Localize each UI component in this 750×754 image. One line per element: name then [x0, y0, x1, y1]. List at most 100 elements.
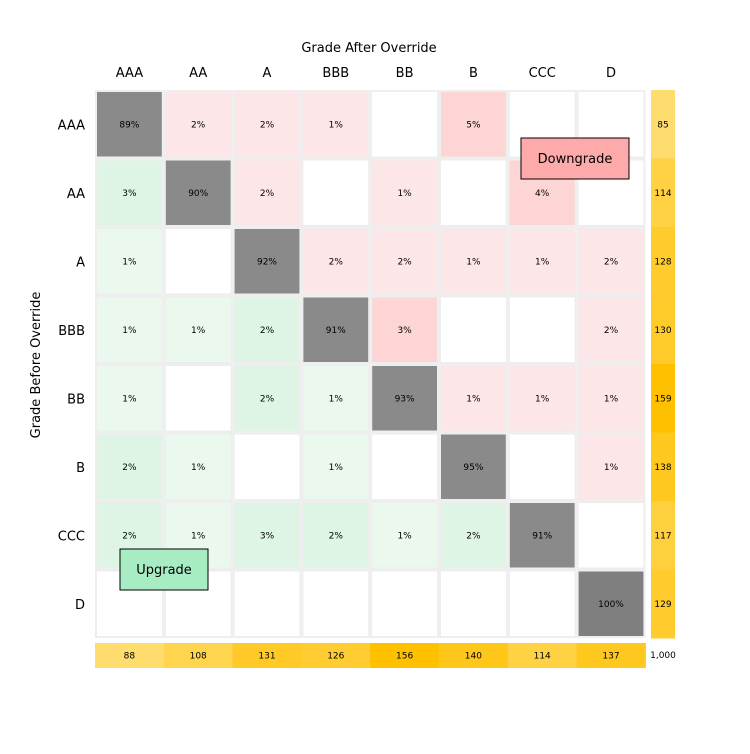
row-total-label: 128 — [654, 257, 671, 267]
cell-aaa-bb — [372, 92, 437, 157]
col-label-d: D — [606, 66, 616, 81]
col-total-label: 126 — [327, 652, 344, 662]
row-label-ccc: CCC — [58, 529, 85, 544]
cell-bbb-aaa — [97, 297, 162, 362]
col-label-a: A — [263, 66, 272, 81]
col-total-bar — [439, 643, 509, 668]
downgrade-legend-box — [520, 137, 630, 180]
cell-bbb-aa — [165, 297, 231, 362]
cell-value: 2% — [329, 257, 344, 267]
col-label-bb: BB — [396, 66, 414, 81]
row-total-bar — [651, 295, 675, 365]
cell-bbb-ccc — [509, 297, 575, 362]
cell-value: 3% — [122, 189, 137, 199]
cell-b-bb — [372, 434, 437, 499]
col-total-label: 114 — [534, 652, 551, 662]
cell-aa-bb — [372, 160, 437, 225]
row-total-label: 138 — [654, 463, 671, 473]
row-total-label: 130 — [654, 326, 671, 336]
cell-value: 2% — [260, 326, 275, 336]
row-total-label: 159 — [654, 394, 671, 404]
cell-value: 1% — [535, 257, 550, 267]
cell-d-b — [441, 571, 506, 636]
cell-value: 1% — [122, 326, 137, 336]
row-label-aaa: AAA — [58, 118, 86, 133]
cell-a-ccc — [509, 229, 575, 294]
cell-value: 2% — [191, 120, 206, 130]
row-label-bb: BB — [67, 392, 85, 407]
cell-b-aa — [165, 434, 231, 499]
cell-a-b — [441, 229, 506, 294]
col-total-bar — [163, 643, 234, 668]
col-label-aa: AA — [189, 66, 207, 81]
cell-value: 1% — [122, 394, 137, 404]
cell-ccc-a — [234, 503, 300, 568]
cell-bb-bb — [372, 366, 437, 431]
row-total-label: 129 — [654, 600, 671, 610]
cell-aaa-bbb — [303, 92, 369, 157]
cell-value: 2% — [260, 189, 275, 199]
cell-value: 2% — [466, 531, 481, 541]
cell-bb-d — [578, 366, 644, 431]
cell-value: 2% — [604, 326, 619, 336]
downgrade-legend-label: Downgrade — [538, 152, 613, 167]
col-total-bar — [301, 643, 371, 668]
cell-value: 2% — [397, 257, 412, 267]
cell-value: 93% — [395, 394, 415, 404]
cell-aaa-aa — [165, 92, 231, 157]
cell-value: 1% — [329, 120, 344, 130]
cell-bbb-bb — [372, 297, 437, 362]
cell-value: 1% — [329, 463, 344, 473]
cell-value: 4% — [535, 189, 550, 199]
cell-value: 1% — [604, 394, 619, 404]
legend-upgrade: Upgrade — [119, 548, 209, 591]
cell-bbb-b — [441, 297, 506, 362]
row-total-bar — [651, 501, 675, 570]
row-total-bar — [651, 569, 675, 639]
cell-value: 1% — [604, 463, 619, 473]
row-total-bar — [651, 432, 675, 502]
cell-bbb-a — [234, 297, 300, 362]
col-total-label: 131 — [258, 652, 275, 662]
row-total-bar — [651, 364, 675, 433]
col-total-bar — [576, 643, 646, 668]
cell-value: 2% — [329, 531, 344, 541]
cell-aa-aa — [165, 160, 231, 225]
col-total-label: 137 — [602, 652, 619, 662]
cell-value: 1% — [329, 394, 344, 404]
cell-value: 3% — [260, 531, 275, 541]
grand-total: 1,000 — [650, 651, 676, 661]
y-axis-label: Grade Before Override — [29, 292, 44, 439]
cell-bb-aaa — [97, 366, 162, 431]
cell-value: 1% — [191, 463, 206, 473]
cell-aaa-a — [234, 92, 300, 157]
cell-a-bb — [372, 229, 437, 294]
col-total-bar — [232, 643, 302, 668]
cell-bb-b — [441, 366, 506, 431]
row-total-bar — [651, 90, 675, 159]
row-total-bar — [651, 227, 675, 296]
cell-bbb-bbb — [303, 297, 369, 362]
row-total-label: 85 — [657, 120, 668, 130]
cell-bb-aa — [165, 366, 231, 431]
cell-ccc-b — [441, 503, 506, 568]
row-label-b: B — [76, 461, 85, 476]
upgrade-legend-label: Upgrade — [136, 563, 192, 578]
cell-value: 5% — [466, 120, 481, 130]
row-label-a: A — [76, 255, 85, 270]
col-total-label: 140 — [465, 652, 482, 662]
row-label-aa: AA — [67, 187, 85, 202]
column-totals: 88 108 131 126 156 140 114 137 — [95, 643, 646, 668]
col-total-bar — [95, 643, 165, 668]
cell-b-d — [578, 434, 644, 499]
heatmap-cells: 89% 2% 2% 1% 5% 3% 90% 2% 1% 4% 1% 92% 2% 2% 1% 1% 2% 1% 1… — [95, 90, 646, 638]
legend-downgrade: Downgrade — [520, 137, 630, 180]
cell-ccc-bbb — [303, 503, 369, 568]
cell-value: 1% — [535, 394, 550, 404]
cell-value: 1% — [191, 326, 206, 336]
cell-value: 95% — [463, 463, 483, 473]
cell-value: 1% — [191, 531, 206, 541]
